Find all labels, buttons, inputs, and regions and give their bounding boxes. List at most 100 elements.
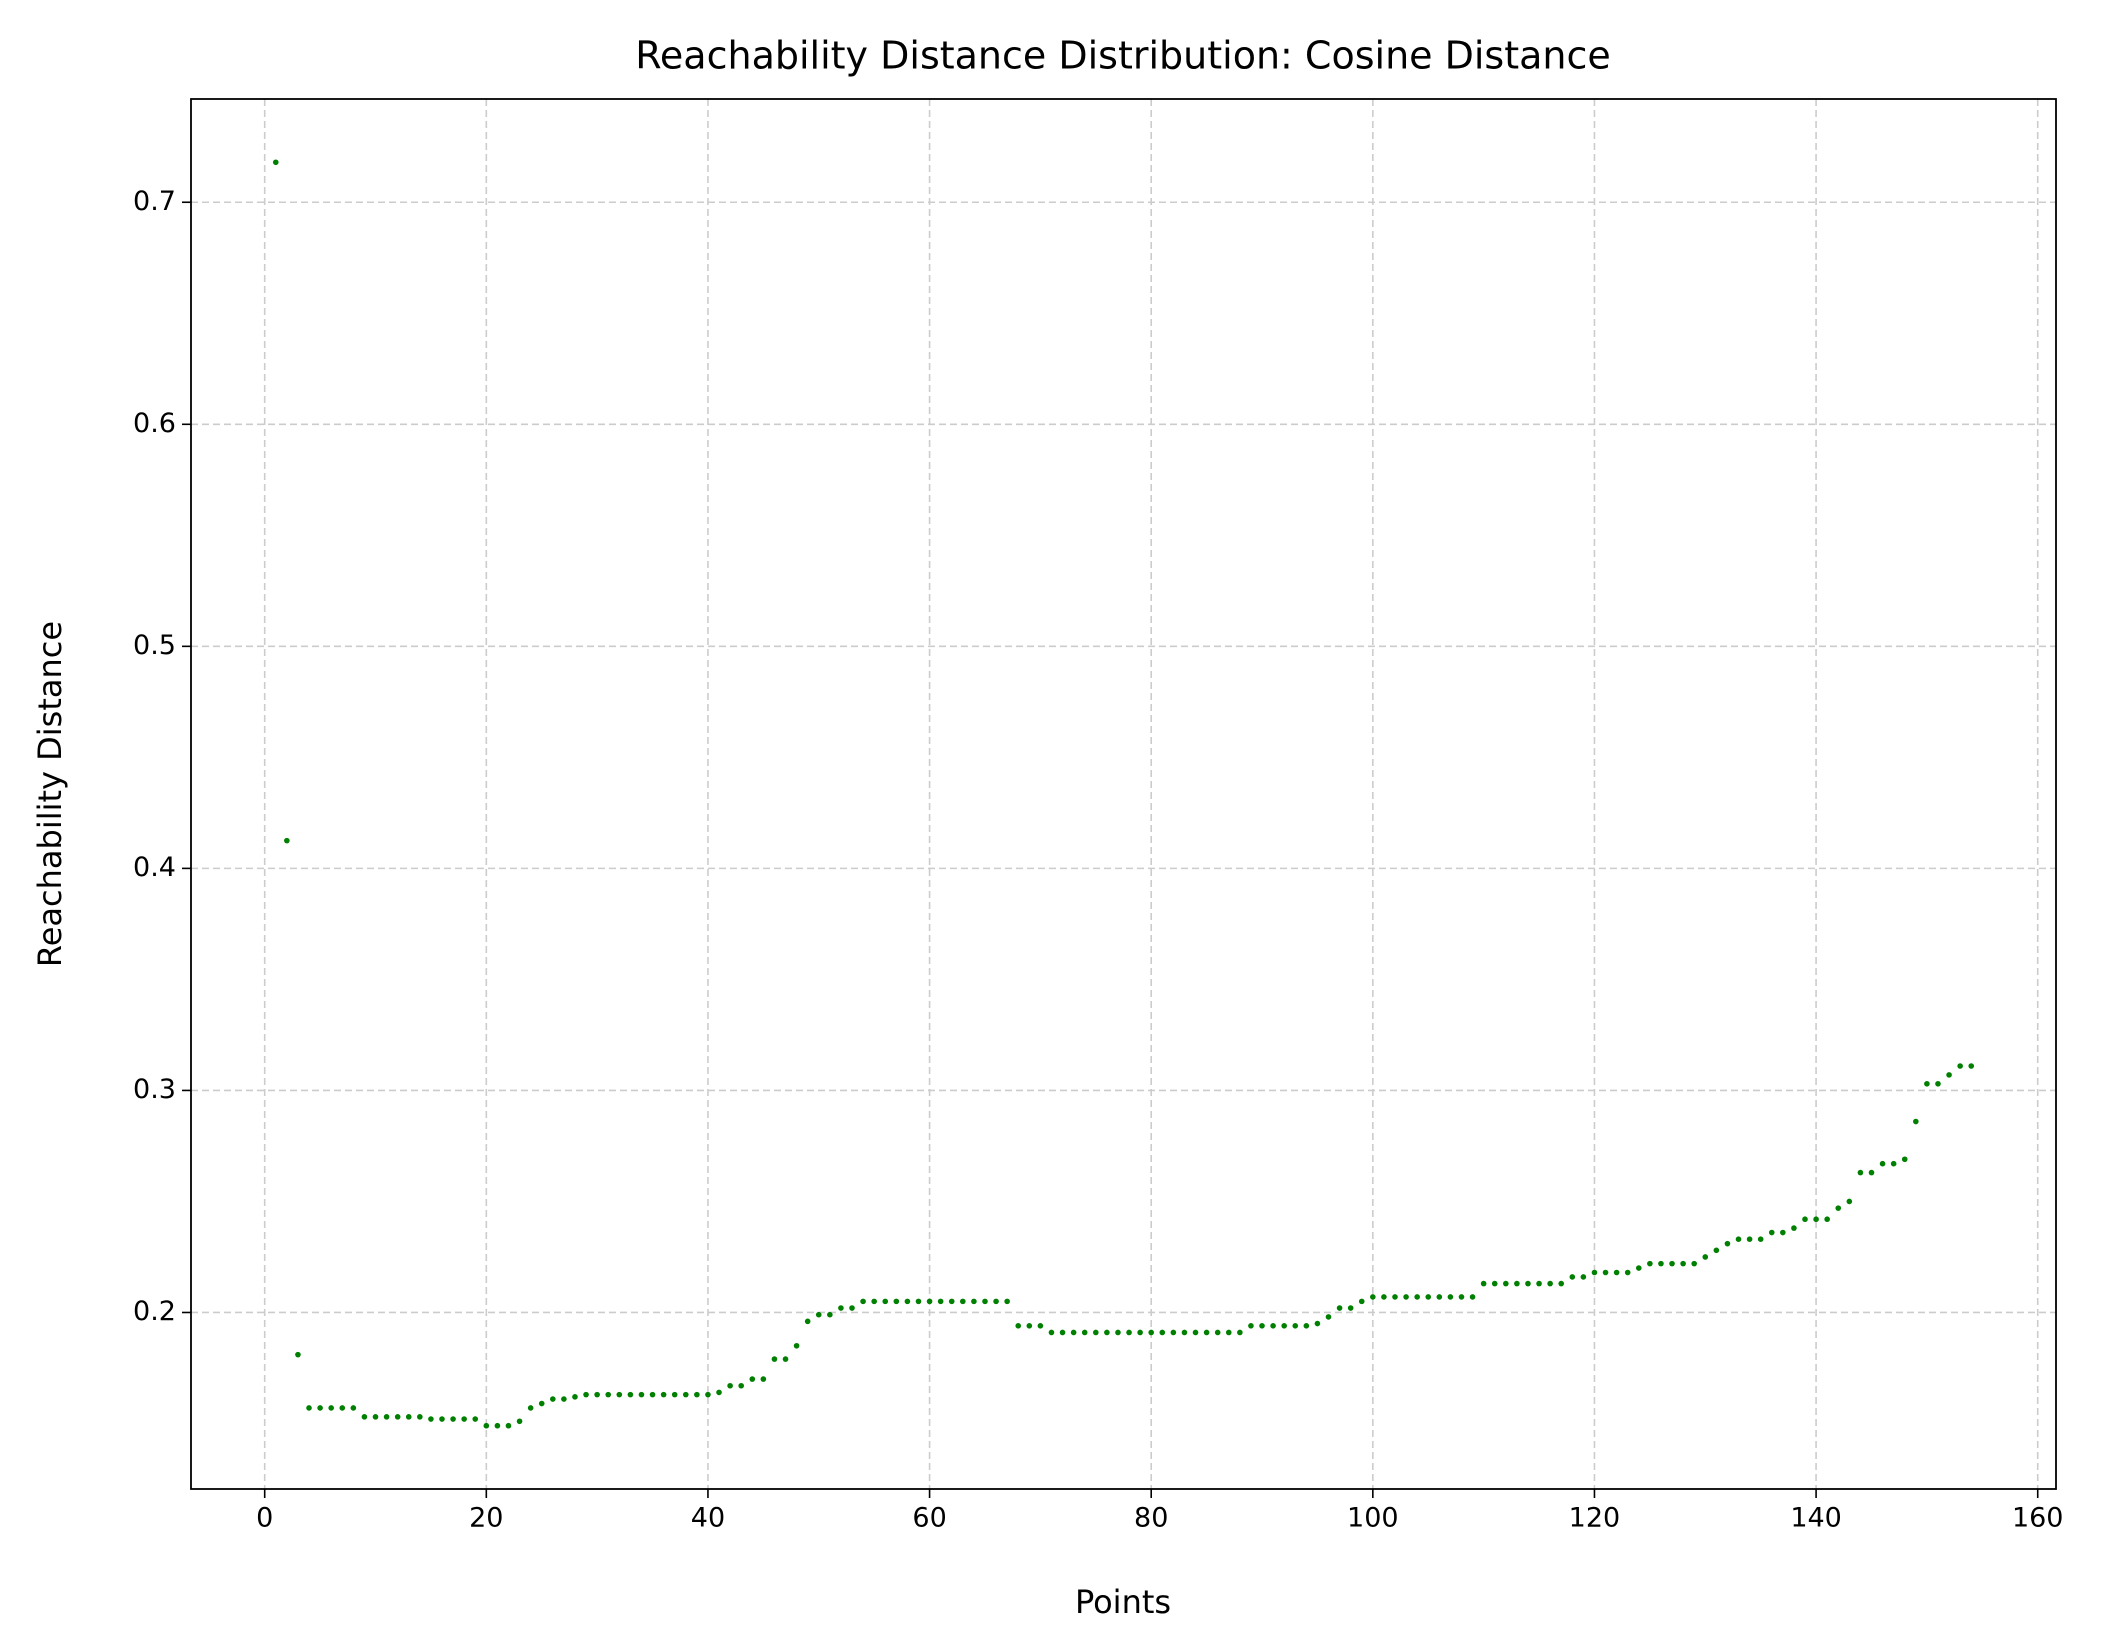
point (1514, 1280, 1520, 1287)
point (638, 1391, 645, 1398)
point (1070, 1329, 1077, 1336)
point (1669, 1260, 1675, 1267)
point (1768, 1229, 1775, 1236)
point (1270, 1322, 1276, 1329)
point (1259, 1322, 1265, 1329)
x-tick-label: 80 (1134, 1503, 1168, 1534)
point (450, 1416, 456, 1422)
point (1203, 1329, 1210, 1336)
point (694, 1391, 700, 1398)
point (1547, 1280, 1553, 1287)
point (1846, 1198, 1853, 1205)
point (1901, 1156, 1908, 1163)
point (1879, 1160, 1886, 1167)
point (793, 1342, 800, 1349)
point (1791, 1225, 1797, 1231)
point (572, 1394, 578, 1400)
point (804, 1318, 811, 1325)
point (1403, 1294, 1409, 1300)
point (1613, 1269, 1620, 1276)
point (317, 1405, 323, 1411)
point (583, 1391, 589, 1398)
point (1370, 1294, 1376, 1300)
point (527, 1405, 534, 1411)
point (1225, 1329, 1232, 1336)
point (1624, 1269, 1631, 1276)
point (494, 1422, 501, 1429)
point (1569, 1274, 1576, 1280)
point (405, 1414, 412, 1420)
point (1115, 1329, 1121, 1336)
point (1802, 1216, 1808, 1223)
point (1924, 1080, 1930, 1087)
point (516, 1418, 523, 1425)
point (1181, 1329, 1188, 1336)
point (882, 1298, 889, 1305)
point (1436, 1294, 1443, 1300)
point (372, 1414, 379, 1420)
point (1469, 1294, 1476, 1300)
point (1237, 1329, 1243, 1336)
x-tick-label: 0 (256, 1503, 273, 1534)
point (827, 1311, 833, 1318)
point (550, 1396, 556, 1402)
point (1713, 1247, 1720, 1254)
point (1026, 1322, 1033, 1329)
x-tick-label: 120 (1569, 1503, 1621, 1534)
point (893, 1298, 900, 1305)
point (1635, 1265, 1642, 1271)
point (1170, 1329, 1177, 1336)
point (771, 1356, 778, 1362)
point (1757, 1236, 1764, 1242)
point (1358, 1298, 1365, 1305)
point (1813, 1216, 1819, 1223)
point (1558, 1280, 1565, 1287)
point (1658, 1260, 1664, 1267)
point (971, 1298, 977, 1305)
y-tick-label: 0.4 (133, 852, 176, 883)
point (1946, 1072, 1952, 1078)
point (982, 1298, 988, 1305)
point (1780, 1229, 1786, 1236)
y-tick-label: 0.5 (133, 630, 176, 661)
y-tick-label: 0.2 (133, 1296, 176, 1327)
point (383, 1414, 390, 1420)
point (1536, 1280, 1542, 1287)
point (1336, 1305, 1343, 1311)
point (1525, 1280, 1531, 1287)
point (937, 1298, 944, 1305)
point (439, 1416, 445, 1422)
point (1691, 1260, 1697, 1267)
point (671, 1391, 678, 1398)
chart-title: Reachability Distance Distribution: Cosi… (635, 34, 1611, 78)
point (1015, 1322, 1022, 1329)
point (394, 1414, 401, 1420)
x-tick-label: 40 (691, 1503, 725, 1534)
x-tick-label: 140 (1790, 1503, 1842, 1534)
point (782, 1356, 789, 1362)
point (1303, 1322, 1310, 1329)
point (993, 1298, 999, 1305)
point (926, 1298, 933, 1305)
point (328, 1405, 334, 1411)
point (1480, 1280, 1487, 1287)
point (272, 159, 279, 166)
point (1381, 1294, 1387, 1300)
point (1735, 1236, 1742, 1242)
point (1935, 1080, 1941, 1087)
point (960, 1298, 966, 1305)
point (505, 1422, 512, 1429)
point (1414, 1294, 1420, 1300)
point (860, 1298, 866, 1305)
point (1913, 1118, 1919, 1125)
point (838, 1305, 844, 1311)
x-tick-label: 20 (469, 1503, 503, 1534)
point (1092, 1329, 1099, 1336)
point (904, 1298, 911, 1305)
point (616, 1391, 623, 1398)
point (1004, 1298, 1010, 1305)
x-tick-label: 160 (2012, 1503, 2064, 1534)
point (1580, 1274, 1587, 1280)
point (1137, 1329, 1143, 1336)
